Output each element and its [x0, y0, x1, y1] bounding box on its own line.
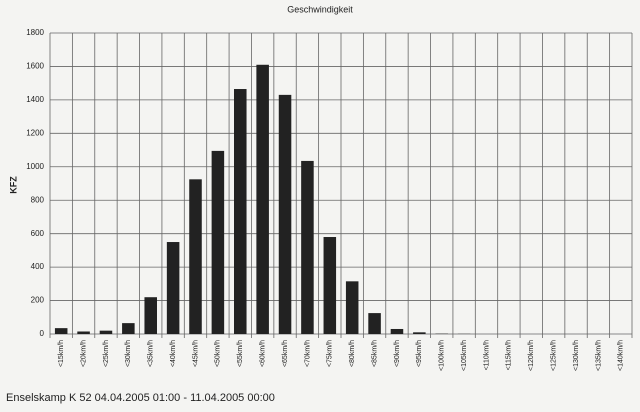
footer: Enselskamp K 52 04.04.2005 01:00 - 11.04… — [6, 392, 275, 404]
bar — [122, 323, 135, 334]
bar — [345, 281, 359, 334]
x-tick-label: <60km/h — [259, 340, 266, 367]
bar — [144, 297, 157, 334]
y-tick-label: 1400 — [26, 95, 44, 104]
x-tick-label: <75km/h — [327, 340, 334, 367]
bar — [189, 179, 202, 334]
bar — [211, 150, 225, 334]
x-tick-label: <105km/h — [461, 340, 468, 371]
x-tick-label: <100km/h — [439, 340, 446, 371]
bar — [413, 332, 426, 334]
y-tick-label: 600 — [31, 229, 45, 238]
x-tick-label: <135km/h — [595, 340, 602, 371]
x-tick-label: <80km/h — [349, 340, 356, 367]
bar — [77, 331, 90, 334]
x-tick-label: <65km/h — [282, 340, 289, 367]
x-tick-label: <35km/h — [148, 340, 155, 367]
bar — [256, 64, 269, 335]
x-tick-label: <125km/h — [550, 340, 557, 371]
y-tick-label: 800 — [31, 195, 45, 204]
bar — [301, 160, 314, 334]
bar — [54, 328, 68, 334]
bar — [234, 89, 247, 335]
chart-title: Geschwindigkeit — [287, 4, 353, 14]
x-tick-label: <25km/h — [103, 340, 110, 367]
x-tick-label: <70km/h — [304, 340, 311, 367]
x-tick-label: <40km/h — [170, 340, 177, 367]
y-tick-label: 1200 — [26, 128, 44, 137]
y-tick-label: 1800 — [26, 28, 44, 37]
x-tick-label: <95km/h — [416, 340, 423, 367]
x-tick-label: <20km/h — [80, 340, 87, 367]
bar — [99, 330, 113, 334]
x-tick-label: <55km/h — [237, 340, 244, 367]
y-tick-label: 400 — [31, 262, 45, 271]
y-tick-label: 1600 — [26, 62, 44, 71]
bar — [368, 313, 381, 334]
x-tick-label: <130km/h — [573, 340, 580, 371]
x-tick-label: <45km/h — [192, 340, 199, 367]
y-tick-label: 0 — [40, 329, 45, 338]
bar — [278, 94, 292, 334]
x-tick-label: <85km/h — [371, 340, 378, 367]
x-tick-label: <15km/h — [58, 340, 65, 367]
y-axis-label: KFZ — [8, 176, 18, 194]
y-tick-label: 1000 — [26, 162, 44, 171]
x-tick-label: <50km/h — [215, 340, 222, 367]
bar — [390, 328, 404, 334]
y-tick-label: 200 — [31, 296, 45, 305]
x-tick-label: <30km/h — [125, 340, 132, 367]
x-tick-label: <120km/h — [528, 340, 535, 371]
x-tick-label: <115km/h — [506, 340, 513, 371]
bar — [166, 242, 180, 334]
x-tick-label: <110km/h — [483, 340, 490, 371]
x-tick-label: <90km/h — [394, 340, 401, 367]
bar — [323, 237, 337, 334]
x-tick-label: <140km/h — [618, 340, 625, 371]
